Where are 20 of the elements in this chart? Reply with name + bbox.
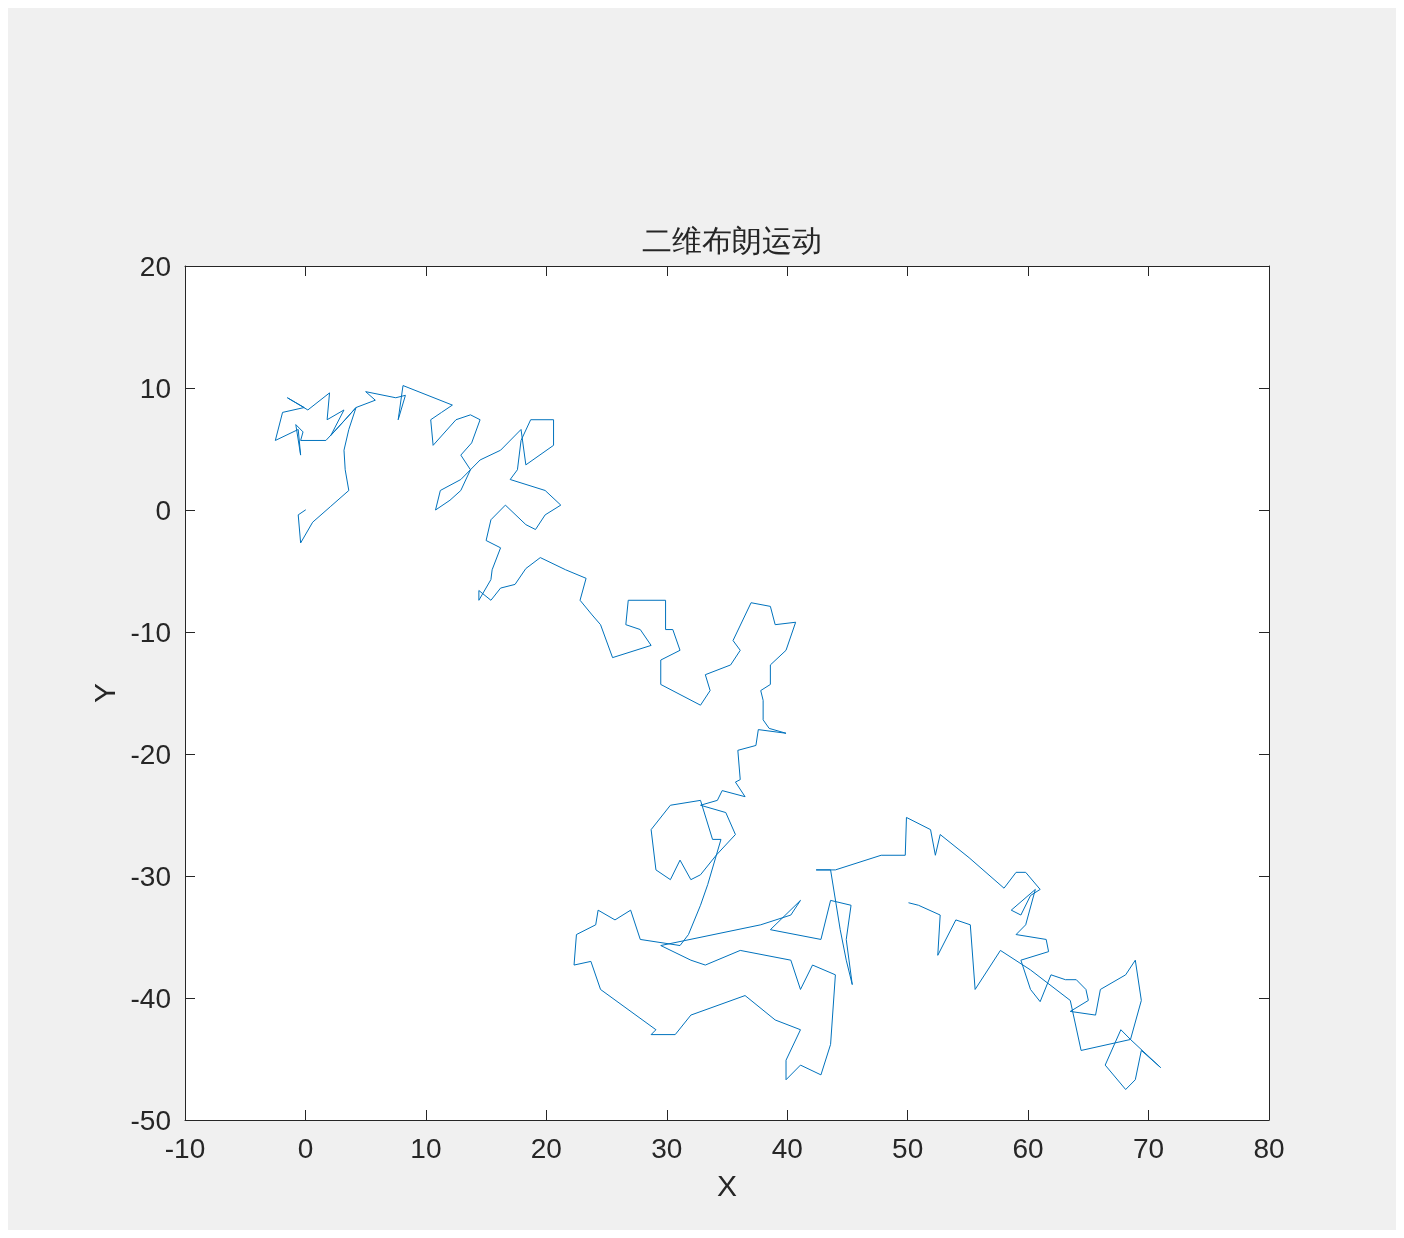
- chart-title: 二维布朗运动: [642, 222, 822, 258]
- y-tick-label: -10: [130, 616, 171, 648]
- x-tick-label: 10: [410, 1132, 442, 1164]
- y-tick-label: 10: [139, 372, 171, 404]
- x-tick-label: 40: [771, 1132, 803, 1164]
- x-tick-label: 30: [651, 1132, 683, 1164]
- x-tick-label: 0: [297, 1132, 314, 1164]
- x-tick-label: 80: [1253, 1132, 1285, 1164]
- y-tick-label: 0: [155, 494, 171, 526]
- y-tick-label: -20: [130, 738, 171, 770]
- y-tick-label: 20: [139, 250, 171, 282]
- x-tick-label: 20: [530, 1132, 562, 1164]
- x-tick-label: 70: [1132, 1132, 1165, 1164]
- x-tick-label: 60: [1012, 1132, 1044, 1164]
- line-series: [274, 385, 1162, 1090]
- y-tick-label: -40: [130, 982, 171, 1014]
- x-tick-label: 50: [892, 1132, 924, 1164]
- x-axis-title: X: [716, 1168, 738, 1202]
- y-tick-label: -30: [130, 860, 171, 892]
- y-axis-title: Y: [88, 682, 122, 704]
